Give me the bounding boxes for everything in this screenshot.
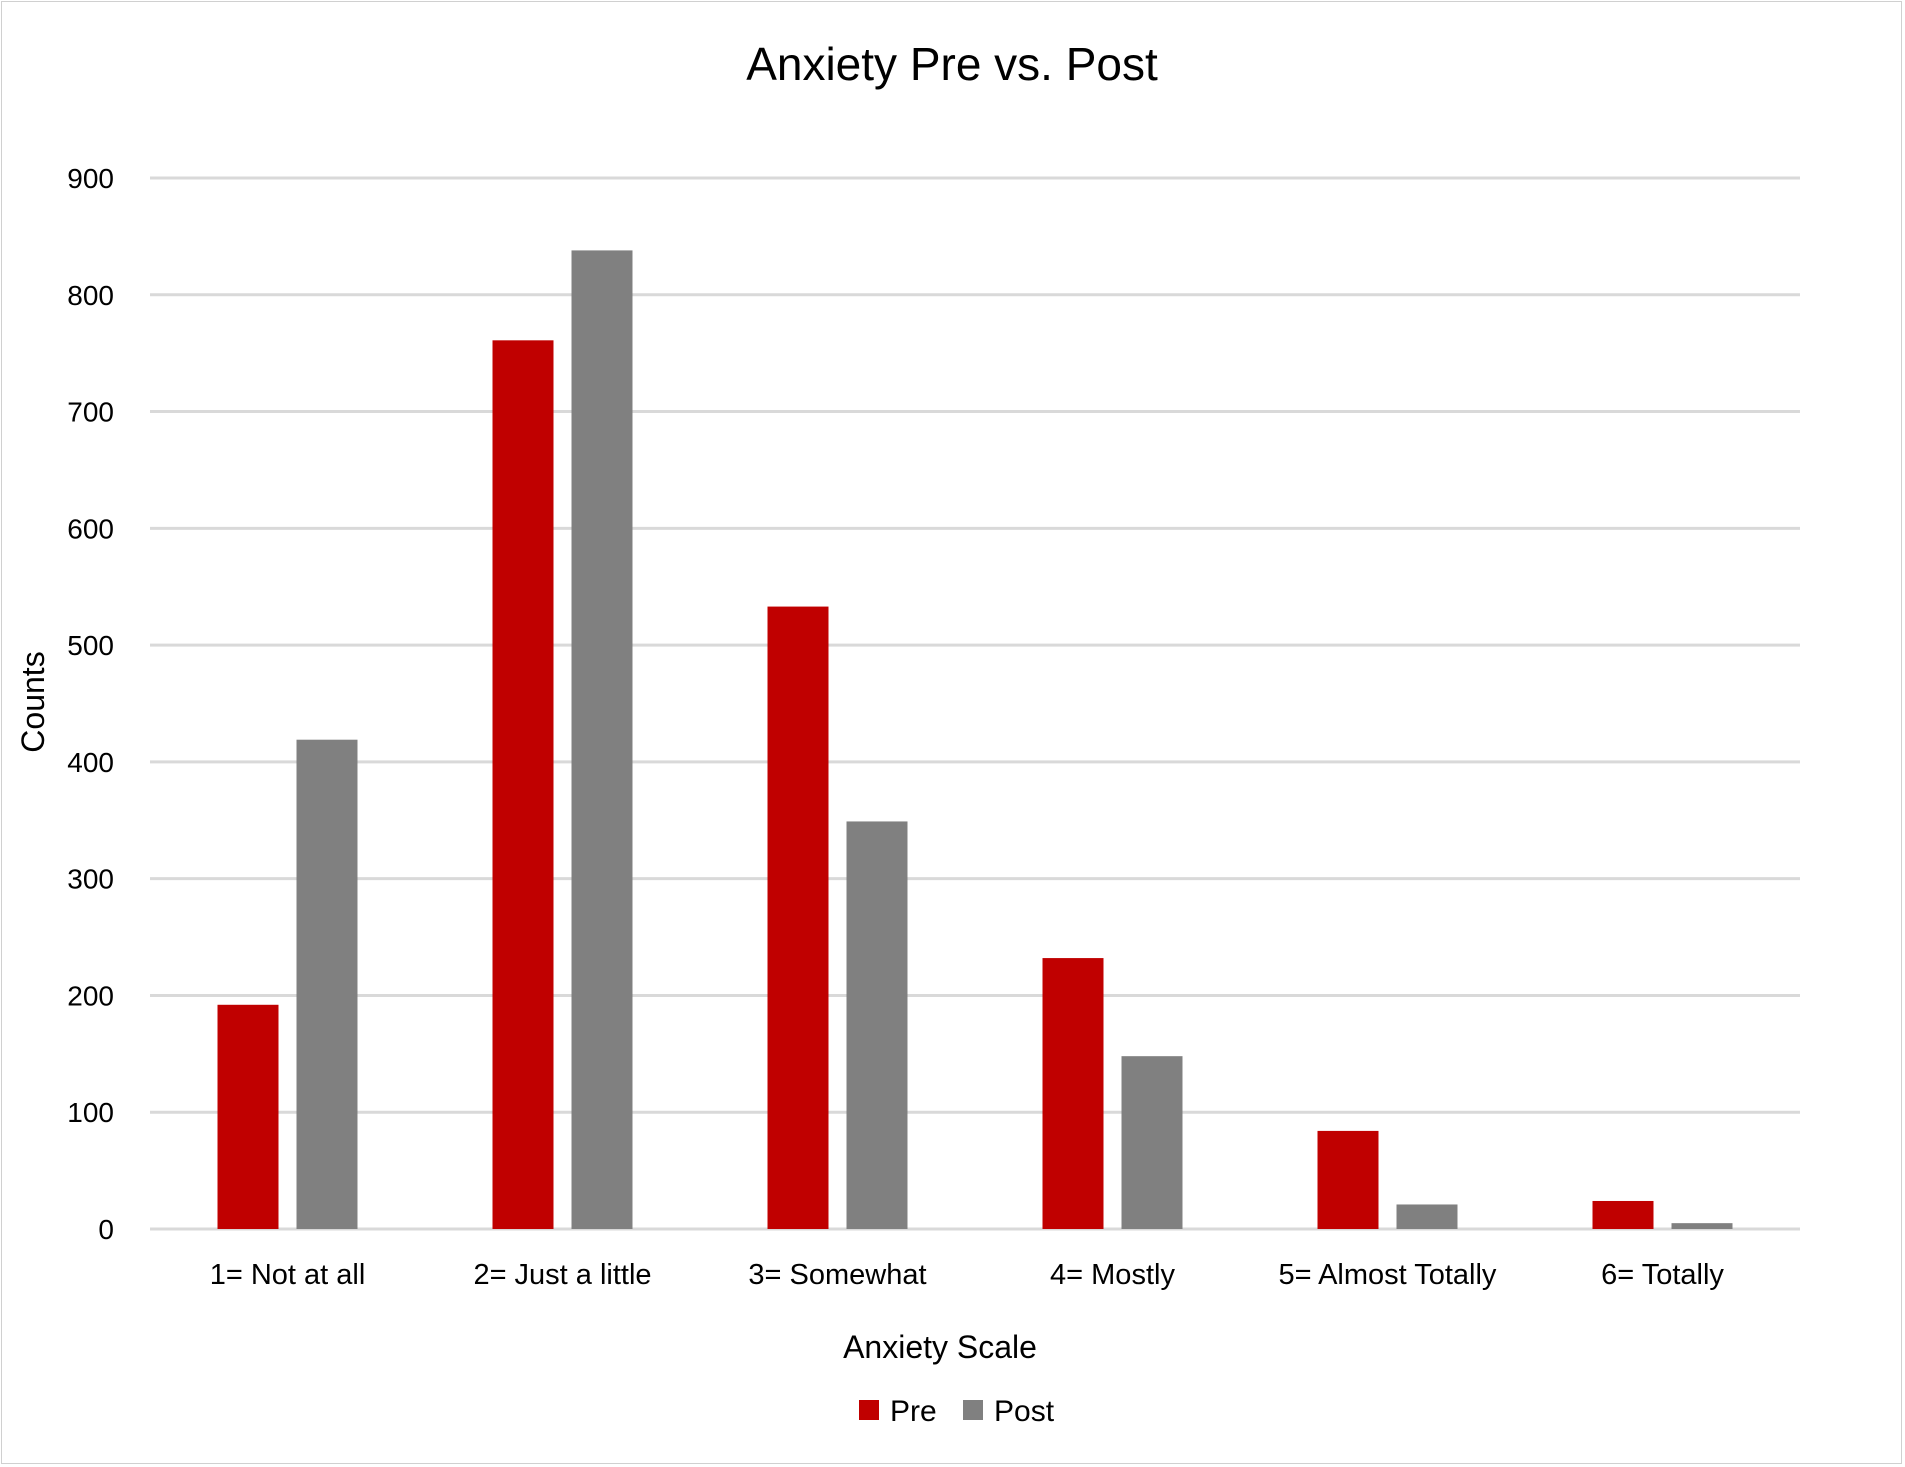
legend-label-post: Post (994, 1395, 1055, 1428)
y-tick-label: 800 (67, 280, 114, 311)
y-tick-label: 900 (67, 163, 114, 194)
bar-pre (492, 340, 554, 1229)
bar-post (571, 250, 633, 1229)
x-tick-label: 3= Somewhat (748, 1259, 926, 1291)
legend-label-pre: Pre (890, 1395, 937, 1428)
bar-post (1396, 1204, 1458, 1229)
bar-pre (1317, 1130, 1379, 1229)
y-tick-label: 300 (67, 864, 114, 895)
bar-pre (767, 606, 829, 1229)
legend: Pre Post (859, 1395, 1055, 1428)
y-tick-label: 100 (67, 1097, 114, 1128)
x-tick-label: 2= Just a little (473, 1259, 651, 1291)
bar-post (846, 821, 908, 1229)
bar-pre (1592, 1200, 1654, 1229)
y-tick-label: 500 (67, 630, 114, 661)
bar-pre (217, 1004, 279, 1229)
chart-title: Anxiety Pre vs. Post (746, 38, 1158, 90)
y-tick-label: 0 (98, 1214, 114, 1245)
x-tick-label: 6= Totally (1601, 1259, 1724, 1291)
bars (217, 250, 1733, 1229)
bar-pre (1042, 958, 1104, 1229)
x-axis-labels: 1= Not at all 2= Just a little 3= Somewhat… (210, 1259, 1725, 1291)
y-tick-label: 200 (67, 980, 114, 1011)
y-axis-title: Counts (15, 651, 51, 752)
x-axis-title: Anxiety Scale (843, 1329, 1037, 1365)
bar-post (1671, 1223, 1733, 1229)
bar-post (296, 739, 358, 1229)
y-tick-label: 600 (67, 513, 114, 544)
gridlines (150, 176, 1800, 1231)
x-tick-label: 4= Mostly (1050, 1259, 1175, 1291)
x-tick-label: 1= Not at all (210, 1259, 366, 1291)
x-tick-label: 5= Almost Totally (1279, 1259, 1497, 1291)
legend-swatch-pre (859, 1400, 879, 1420)
y-axis-ticks: 0 100 200 300 400 500 600 700 800 900 (67, 163, 114, 1245)
y-tick-label: 700 (67, 397, 114, 428)
bar-post (1121, 1056, 1183, 1229)
y-tick-label: 400 (67, 747, 114, 778)
legend-swatch-post (963, 1400, 983, 1420)
